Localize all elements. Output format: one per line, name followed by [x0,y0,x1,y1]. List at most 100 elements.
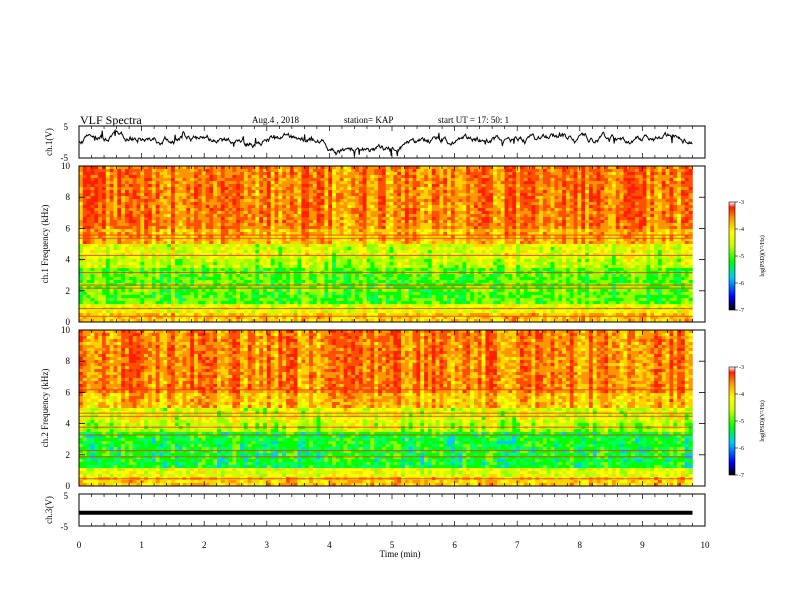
spectrogram-cell [232,229,237,233]
spectrogram-cell [140,208,145,212]
spectrogram-cell [404,193,410,197]
spectrogram-cell [305,310,310,314]
spectrogram-cell [174,295,179,299]
spectrogram-cell [278,304,283,308]
spectrogram-cell [297,265,302,269]
spectrogram-cell [374,214,379,218]
spectrogram-cell [416,280,421,284]
spectrogram-cell [117,217,122,221]
spectrogram-cell [144,235,149,239]
spectrogram-cell [98,181,103,185]
spectrogram-cell [159,202,164,206]
spectrogram-cell [82,319,87,323]
spectrogram-cell [94,187,99,191]
spectrogram-cell [132,241,137,245]
spectrogram-cell [251,262,256,266]
spectrogram-cell [286,238,291,242]
spectrogram-cell [416,199,421,203]
spectrogram-cell [121,301,126,305]
spectrogram-cell [220,178,225,182]
spectrogram-cell [282,232,287,236]
spectrogram-cell [109,247,114,251]
spectrogram-cell [109,211,114,215]
spectrogram-cell [159,190,164,194]
spectrogram-cell [236,217,241,221]
spectrogram-cell [370,172,375,176]
spectrogram-cell [374,250,379,254]
spectrogram-cell [79,253,84,257]
spectrogram-cell [351,226,356,230]
spectrogram-cell [144,184,149,188]
spectrogram-cell [243,178,248,182]
spectrogram-cell [236,256,241,260]
spectrogram-cell [102,259,107,263]
spectrogram-cell [316,175,321,179]
spectrogram-cell [159,265,164,269]
spectrogram-cell [332,241,337,245]
spectrogram-cell [416,262,421,266]
spectrogram-cell [240,244,245,248]
spectrogram-cell [167,265,172,269]
spectrogram-cell [347,301,352,305]
spectrogram-cell [274,232,279,236]
spectrogram-cell [144,298,149,302]
spectrogram-cell [136,256,141,260]
ch1-spectrogram-image [79,166,693,323]
spectrogram-cell [381,169,387,173]
spectrogram-cell [243,304,248,308]
spectrogram-cell [370,205,375,209]
spectrogram-cell [228,292,233,296]
spectrogram-cell [109,169,114,173]
ch1-waveform-panel: 5 -5 ch.1(V) [44,122,706,163]
spectrogram-cell [182,208,187,212]
spectrogram-cell [362,217,367,221]
spectrogram-cell [240,304,245,308]
spectrogram-cell [397,253,402,257]
spectrogram-cell [443,205,448,209]
spectrogram-cell [374,166,379,170]
spectrogram-cell [370,166,375,170]
spectrogram-cell [301,304,306,308]
spectrogram-cell [174,172,179,176]
spectrogram-cell [259,262,264,266]
spectrogram-cell [385,292,390,296]
spectrogram-cell [98,244,103,248]
spectrogram-cell [151,301,156,305]
spectrogram-cell [171,304,176,308]
spectrogram-cell [128,298,133,302]
spectrogram-cell [128,211,133,215]
spectrogram-cell [320,304,325,308]
spectrogram-cell [86,319,91,323]
spectrogram-cell [324,274,329,278]
spectrogram-cell [312,289,318,293]
spectrogram-cell [163,232,168,236]
spectrogram-cell [412,172,417,176]
spectrogram-cell [274,310,279,314]
spectrogram-cell [259,202,264,206]
spectrogram-cell [240,301,245,305]
spectrogram-cell [201,223,206,227]
spectrogram-cell [94,301,99,305]
spectrogram-cell [197,262,202,266]
spectrogram-cell [385,241,390,245]
spectrogram-cell [404,289,410,293]
spectrogram-cell [286,304,291,308]
spectrogram-cell [289,232,295,236]
spectrogram-cell [90,259,95,263]
spectrogram-cell [263,298,268,302]
spectrogram-cell [374,226,379,230]
spectrogram-cell [220,253,225,257]
spectrogram-cell [140,178,145,182]
spectrogram-cell [332,199,337,203]
spectrogram-cell [366,226,371,230]
spectrogram-cell [136,298,141,302]
spectrogram-cell [155,274,160,278]
spectrogram-cell [113,253,118,257]
spectrogram-cell [255,172,260,176]
spectrogram-cell [132,280,137,284]
spectrogram-cell [109,184,114,188]
spectrogram-cell [155,211,160,215]
spectrogram-cell [236,277,241,281]
spectrogram-cell [351,193,356,197]
spectrogram-cell [194,250,199,254]
